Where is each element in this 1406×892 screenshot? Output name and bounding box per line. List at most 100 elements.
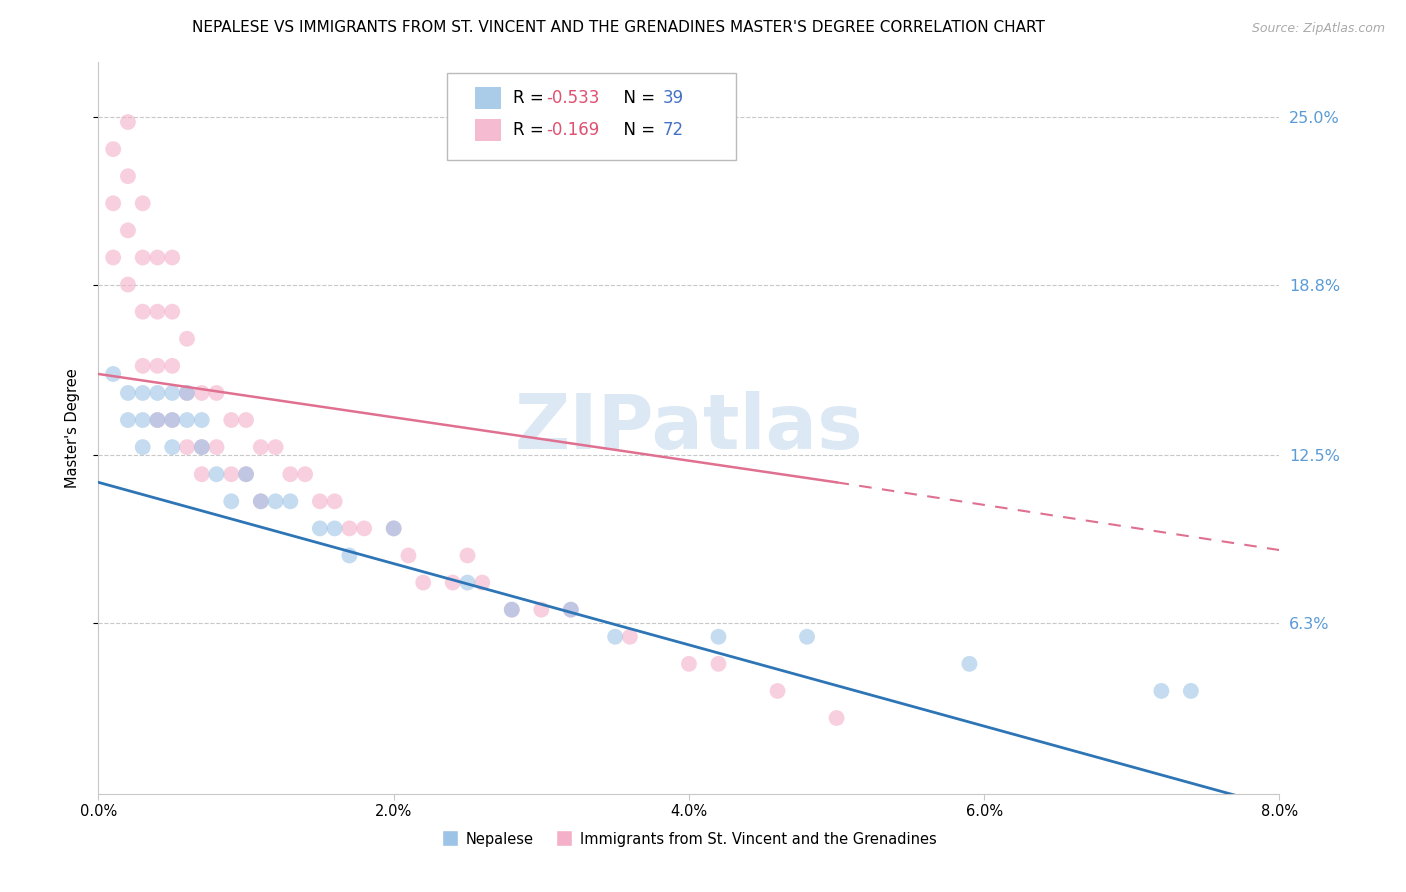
Text: R =: R = bbox=[513, 89, 548, 107]
Point bbox=[471, 575, 494, 590]
Point bbox=[103, 251, 125, 265]
Point bbox=[796, 630, 818, 644]
Point bbox=[235, 413, 257, 427]
Y-axis label: Master's Degree: Master's Degree bbox=[65, 368, 80, 488]
Point bbox=[250, 494, 273, 508]
Point bbox=[191, 467, 214, 482]
Point bbox=[117, 413, 139, 427]
Point bbox=[176, 386, 198, 401]
Point bbox=[117, 115, 139, 129]
Point bbox=[146, 413, 169, 427]
Point bbox=[117, 277, 139, 292]
Point bbox=[162, 304, 183, 318]
Point bbox=[959, 657, 981, 671]
Point bbox=[146, 304, 169, 318]
Point bbox=[117, 169, 139, 184]
Point bbox=[382, 521, 405, 535]
Point bbox=[766, 684, 789, 698]
Point bbox=[162, 413, 183, 427]
Point bbox=[103, 142, 125, 156]
Point bbox=[619, 630, 641, 644]
Point bbox=[235, 467, 257, 482]
Point bbox=[441, 575, 464, 590]
Point bbox=[560, 602, 582, 616]
Point bbox=[132, 196, 155, 211]
Point bbox=[560, 602, 582, 616]
Point bbox=[221, 413, 243, 427]
Point bbox=[457, 549, 479, 563]
Point bbox=[162, 251, 183, 265]
Point bbox=[103, 196, 125, 211]
Text: R =: R = bbox=[513, 121, 548, 139]
Point bbox=[294, 467, 316, 482]
Point bbox=[117, 386, 139, 401]
Point bbox=[191, 386, 214, 401]
Point bbox=[235, 467, 257, 482]
Point bbox=[353, 521, 375, 535]
Point bbox=[162, 359, 183, 373]
Point bbox=[250, 440, 273, 454]
Text: N =: N = bbox=[613, 121, 661, 139]
Point bbox=[605, 630, 627, 644]
Text: ZIPatlas: ZIPatlas bbox=[515, 392, 863, 465]
Text: 72: 72 bbox=[664, 121, 685, 139]
Point bbox=[205, 440, 228, 454]
Point bbox=[280, 467, 302, 482]
Point bbox=[162, 440, 183, 454]
Point bbox=[221, 467, 243, 482]
Legend: Nepalese, Immigrants from St. Vincent and the Grenadines: Nepalese, Immigrants from St. Vincent an… bbox=[434, 826, 943, 853]
Point bbox=[205, 386, 228, 401]
Point bbox=[146, 251, 169, 265]
FancyBboxPatch shape bbox=[475, 120, 501, 142]
Point bbox=[398, 549, 420, 563]
Point bbox=[825, 711, 848, 725]
Point bbox=[205, 467, 228, 482]
Point bbox=[501, 602, 523, 616]
FancyBboxPatch shape bbox=[447, 73, 737, 160]
Text: NEPALESE VS IMMIGRANTS FROM ST. VINCENT AND THE GRENADINES MASTER'S DEGREE CORRE: NEPALESE VS IMMIGRANTS FROM ST. VINCENT … bbox=[193, 20, 1045, 35]
Point bbox=[250, 494, 273, 508]
Point bbox=[132, 304, 155, 318]
Point bbox=[339, 521, 361, 535]
Point bbox=[191, 413, 214, 427]
Point bbox=[339, 549, 361, 563]
Text: 39: 39 bbox=[664, 89, 685, 107]
Point bbox=[678, 657, 700, 671]
Point bbox=[309, 494, 332, 508]
Point bbox=[176, 332, 198, 346]
Point bbox=[1150, 684, 1173, 698]
Point bbox=[382, 521, 405, 535]
Point bbox=[501, 602, 523, 616]
Point bbox=[1180, 684, 1202, 698]
Point bbox=[132, 386, 155, 401]
Point bbox=[132, 413, 155, 427]
Point bbox=[176, 440, 198, 454]
Point bbox=[530, 602, 553, 616]
Text: N =: N = bbox=[613, 89, 661, 107]
Point bbox=[191, 440, 214, 454]
Point bbox=[323, 521, 346, 535]
Point bbox=[103, 367, 125, 381]
Point bbox=[323, 494, 346, 508]
Point bbox=[264, 440, 287, 454]
Point bbox=[264, 494, 287, 508]
Point bbox=[309, 521, 332, 535]
Point bbox=[457, 575, 479, 590]
Point bbox=[707, 657, 730, 671]
Point bbox=[162, 386, 183, 401]
Point bbox=[132, 359, 155, 373]
Point bbox=[707, 630, 730, 644]
Point bbox=[146, 386, 169, 401]
Point bbox=[221, 494, 243, 508]
Text: -0.169: -0.169 bbox=[546, 121, 599, 139]
Point bbox=[191, 440, 214, 454]
Text: Source: ZipAtlas.com: Source: ZipAtlas.com bbox=[1251, 22, 1385, 36]
Point bbox=[162, 413, 183, 427]
Point bbox=[132, 440, 155, 454]
Point bbox=[412, 575, 434, 590]
Point bbox=[146, 359, 169, 373]
Point bbox=[132, 251, 155, 265]
Point bbox=[176, 386, 198, 401]
Point bbox=[146, 413, 169, 427]
Point bbox=[280, 494, 302, 508]
